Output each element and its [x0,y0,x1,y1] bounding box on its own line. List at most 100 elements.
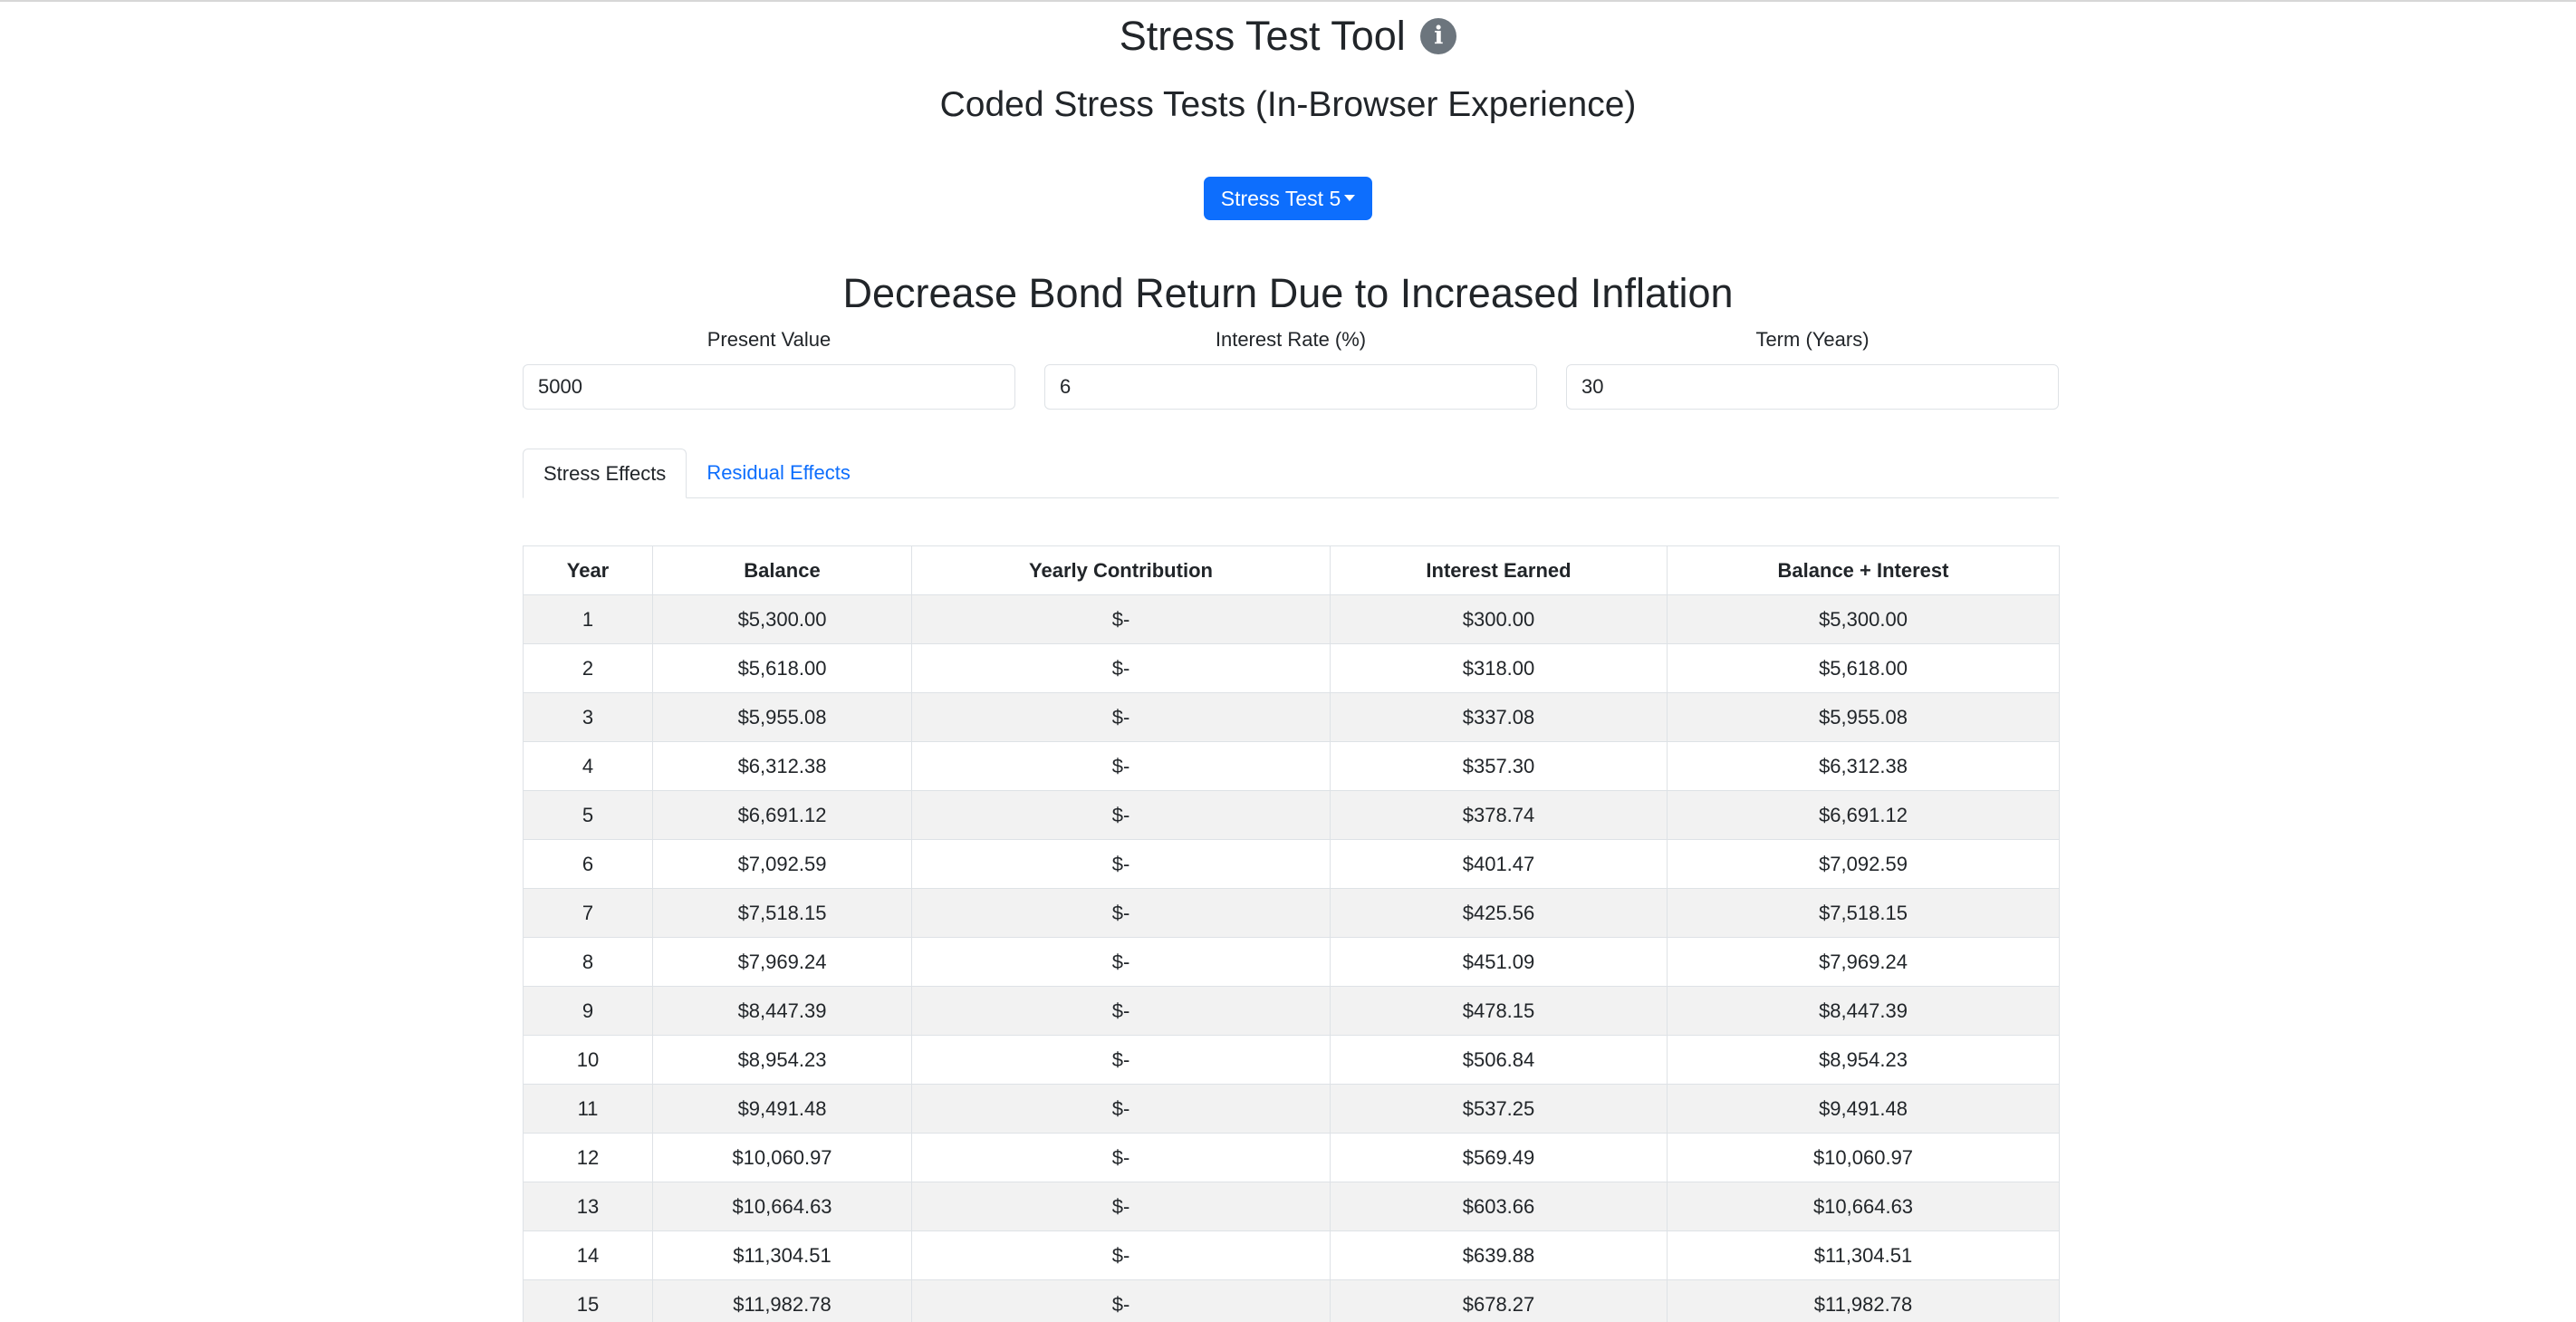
table-row: 10 $8,954.23 $- $506.84 $8,954.23 [523,1035,2060,1085]
cell-balance: $7,092.59 [652,839,912,889]
term-input[interactable] [1566,364,2059,410]
cell-balance-plus-interest: $6,312.38 [1667,741,2060,791]
present-value-label: Present Value [706,328,831,351]
interest-rate-field: Interest Rate (%) [1044,326,1537,410]
tab-stress-effects[interactable]: Stress Effects [523,449,687,498]
cell-interest-earned: $678.27 [1330,1279,1668,1322]
stress-test-dropdown-button[interactable]: Stress Test 5 [1203,177,1373,220]
cell-yearly-contribution: $- [911,692,1331,742]
cell-balance: $9,491.48 [652,1084,912,1134]
table-row: 4 $6,312.38 $- $357.30 $6,312.38 [523,741,2060,791]
page-title: Stress Test Tool [1119,13,1406,59]
cell-interest-earned: $569.49 [1330,1133,1668,1182]
cell-yearly-contribution: $- [911,1084,1331,1134]
table-header-row: Year Balance Yearly Contribution Interes… [523,545,2060,595]
header-yearly-contribution: Yearly Contribution [911,545,1331,595]
cell-interest-earned: $337.08 [1330,692,1668,742]
cell-yearly-contribution: $- [911,1279,1331,1322]
cell-interest-earned: $378.74 [1330,790,1668,840]
cell-year: 7 [523,888,653,938]
table-row: 13 $10,664.63 $- $603.66 $10,664.63 [523,1182,2060,1231]
cell-year: 4 [523,741,653,791]
table-row: 8 $7,969.24 $- $451.09 $7,969.24 [523,937,2060,987]
header-interest-earned: Interest Earned [1330,545,1668,595]
cell-balance: $10,060.97 [652,1133,912,1182]
cell-interest-earned: $537.25 [1330,1084,1668,1134]
inputs-row: Present Value Interest Rate (%) Term (Ye… [523,326,2059,410]
cell-balance: $5,300.00 [652,594,912,644]
cell-balance-plus-interest: $9,491.48 [1667,1084,2060,1134]
interest-rate-label: Interest Rate (%) [1215,328,1367,351]
cell-balance: $5,618.00 [652,643,912,693]
cell-balance-plus-interest: $8,447.39 [1667,986,2060,1036]
cell-balance: $6,691.12 [652,790,912,840]
cell-year: 9 [523,986,653,1036]
section-title: Decrease Bond Return Due to Increased In… [842,270,1734,316]
cell-yearly-contribution: $- [911,790,1331,840]
cell-yearly-contribution: $- [911,839,1331,889]
cell-interest-earned: $357.30 [1330,741,1668,791]
cell-interest-earned: $451.09 [1330,937,1668,987]
cell-interest-earned: $603.66 [1330,1182,1668,1231]
cell-year: 6 [523,839,653,889]
cell-balance: $6,312.38 [652,741,912,791]
cell-balance-plus-interest: $6,691.12 [1667,790,2060,840]
cell-year: 12 [523,1133,653,1182]
table-row: 14 $11,304.51 $- $639.88 $11,304.51 [523,1230,2060,1280]
table-row: 7 $7,518.15 $- $425.56 $7,518.15 [523,888,2060,938]
cell-year: 1 [523,594,653,644]
header-year: Year [523,545,653,595]
cell-balance-plus-interest: $10,664.63 [1667,1182,2060,1231]
tabs: Stress Effects Residual Effects [523,449,2059,498]
cell-yearly-contribution: $- [911,937,1331,987]
present-value-input[interactable] [523,364,1015,410]
cell-balance-plus-interest: $5,300.00 [1667,594,2060,644]
cell-year: 2 [523,643,653,693]
cell-year: 5 [523,790,653,840]
results-table: Year Balance Yearly Contribution Interes… [523,545,2060,1322]
cell-balance-plus-interest: $11,304.51 [1667,1230,2060,1280]
cell-year: 13 [523,1182,653,1231]
cell-yearly-contribution: $- [911,1035,1331,1085]
header-balance: Balance [652,545,912,595]
cell-yearly-contribution: $- [911,1182,1331,1231]
cell-yearly-contribution: $- [911,594,1331,644]
cell-interest-earned: $639.88 [1330,1230,1668,1280]
header-balance-plus-interest: Balance + Interest [1667,545,2060,595]
cell-balance: $5,955.08 [652,692,912,742]
cell-balance: $10,664.63 [652,1182,912,1231]
cell-year: 10 [523,1035,653,1085]
table-row: 12 $10,060.97 $- $569.49 $10,060.97 [523,1133,2060,1182]
table-body: 1 $5,300.00 $- $300.00 $5,300.00 2 $5,618.00 $-… [523,594,2060,1322]
stress-test-dropdown-label: Stress Test 5 [1220,187,1341,210]
cell-yearly-contribution: $- [911,1133,1331,1182]
cell-interest-earned: $506.84 [1330,1035,1668,1085]
table-row: 6 $7,092.59 $- $401.47 $7,092.59 [523,839,2060,889]
table-row: 11 $9,491.48 $- $537.25 $9,491.48 [523,1084,2060,1134]
cell-yearly-contribution: $- [911,741,1331,791]
cell-balance-plus-interest: $5,618.00 [1667,643,2060,693]
table-row: 15 $11,982.78 $- $678.27 $11,982.78 [523,1279,2060,1322]
table-row: 3 $5,955.08 $- $337.08 $5,955.08 [523,692,2060,742]
caret-down-icon [1344,195,1356,202]
table-row: 2 $5,618.00 $- $318.00 $5,618.00 [523,643,2060,693]
cell-balance-plus-interest: $5,955.08 [1667,692,2060,742]
page-subtitle: Coded Stress Tests (In-Browser Experienc… [939,85,1637,124]
cell-yearly-contribution: $- [911,643,1331,693]
info-icon[interactable]: i [1420,18,1457,54]
table-row: 5 $6,691.12 $- $378.74 $6,691.12 [523,790,2060,840]
cell-balance-plus-interest: $7,969.24 [1667,937,2060,987]
cell-year: 11 [523,1084,653,1134]
cell-year: 14 [523,1230,653,1280]
stress-test-dropdown-wrap: Stress Test 5 [0,177,2576,220]
tab-residual-effects[interactable]: Residual Effects [706,461,851,484]
interest-rate-input[interactable] [1044,364,1537,410]
cell-balance: $7,969.24 [652,937,912,987]
cell-balance: $11,304.51 [652,1230,912,1280]
cell-interest-earned: $401.47 [1330,839,1668,889]
cell-interest-earned: $478.15 [1330,986,1668,1036]
cell-year: 15 [523,1279,653,1322]
cell-balance: $8,954.23 [652,1035,912,1085]
cell-balance-plus-interest: $8,954.23 [1667,1035,2060,1085]
cell-interest-earned: $425.56 [1330,888,1668,938]
